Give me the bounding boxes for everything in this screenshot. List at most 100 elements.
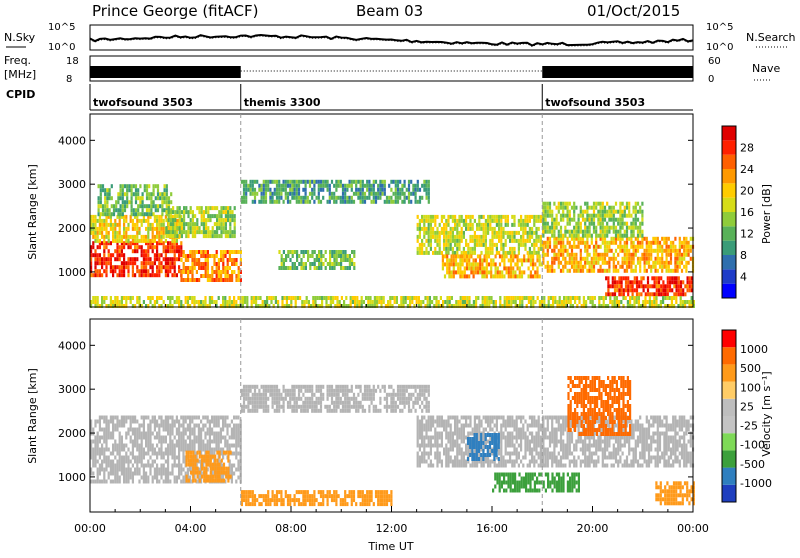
data-cell — [333, 250, 335, 254]
data-cell — [276, 405, 278, 409]
data-cell — [640, 276, 642, 280]
data-cell — [510, 258, 512, 262]
data-cell — [176, 464, 178, 468]
data-cell — [366, 397, 368, 401]
data-cell — [238, 250, 240, 254]
data-cell — [419, 405, 421, 409]
data-cell — [122, 192, 124, 196]
data-cell — [684, 284, 686, 288]
data-cell — [165, 234, 167, 238]
data-cell — [156, 241, 158, 245]
data-cell — [226, 432, 228, 436]
data-cell — [240, 456, 242, 460]
data-cell — [154, 245, 156, 249]
data-cell — [582, 214, 584, 218]
data-cell — [434, 251, 436, 255]
data-cell — [567, 202, 569, 206]
data-cell — [441, 219, 443, 223]
data-cell — [519, 296, 521, 300]
data-cell — [365, 296, 367, 300]
data-cell — [333, 196, 335, 200]
data-cell — [235, 262, 237, 266]
data-cell — [119, 265, 121, 269]
data-cell — [174, 448, 176, 452]
data-cell — [207, 444, 209, 448]
data-cell — [200, 250, 202, 254]
data-cell — [158, 448, 160, 452]
data-cell — [463, 235, 465, 239]
data-cell — [314, 296, 316, 300]
data-cell — [103, 261, 105, 265]
data-cell — [635, 226, 637, 230]
data-cell — [272, 180, 274, 184]
data-cell — [580, 226, 582, 230]
data-cell — [416, 296, 418, 300]
data-cell — [680, 288, 682, 292]
data-cell — [431, 300, 433, 304]
data-cell — [553, 261, 555, 265]
data-cell — [146, 188, 148, 192]
data-cell — [510, 262, 512, 266]
data-cell — [169, 269, 171, 273]
data-cell — [128, 188, 130, 192]
data-cell — [351, 250, 353, 254]
data-cell — [291, 192, 293, 196]
data-cell — [547, 202, 549, 206]
data-cell — [511, 247, 513, 251]
data-cell — [254, 200, 256, 204]
noise-left-tick-top: 10^5 — [48, 22, 75, 33]
data-cell — [192, 234, 194, 238]
data-cell — [604, 249, 606, 253]
data-cell — [600, 226, 602, 230]
data-cell — [412, 192, 414, 196]
data-cell — [200, 266, 202, 270]
data-cell — [163, 227, 165, 231]
data-cell — [167, 464, 169, 468]
data-cell — [447, 215, 449, 219]
data-cell — [178, 432, 180, 436]
data-cell — [488, 262, 490, 266]
data-cell — [123, 219, 125, 223]
data-cell — [300, 385, 302, 389]
data-cell — [222, 436, 224, 440]
data-cell — [459, 266, 461, 270]
data-cell — [157, 188, 159, 192]
data-cell — [250, 180, 252, 184]
data-cell — [562, 257, 564, 261]
data-cell — [329, 250, 331, 254]
data-cell — [571, 245, 573, 249]
data-cell — [658, 284, 660, 288]
data-cell — [172, 218, 174, 222]
data-cell — [586, 241, 588, 245]
data-cell — [135, 184, 137, 188]
freq-panel: Freq. [MHz] 18 8 60 0 Nave — [4, 54, 780, 85]
data-cell — [281, 254, 283, 258]
data-cell — [296, 385, 298, 389]
data-cell — [273, 296, 275, 300]
data-cell — [621, 292, 623, 296]
data-cell — [229, 230, 231, 234]
data-cell — [586, 269, 588, 273]
data-cell — [676, 280, 678, 284]
data-cell — [346, 385, 348, 389]
data-cell — [305, 188, 307, 192]
data-cell — [673, 276, 675, 280]
data-cell — [551, 222, 553, 226]
data-cell — [103, 440, 105, 444]
data-cell — [589, 253, 591, 257]
data-cell — [586, 234, 588, 238]
data-cell — [180, 424, 182, 428]
data-cell — [641, 218, 643, 222]
data-cell — [318, 397, 320, 401]
data-cell — [346, 401, 348, 405]
data-cell — [447, 247, 449, 251]
data-cell — [486, 270, 488, 274]
data-cell — [508, 300, 510, 304]
data-cell — [620, 300, 622, 304]
data-cell — [269, 389, 271, 393]
colorbar-swatch — [722, 126, 736, 140]
data-cell — [311, 401, 313, 405]
data-cell — [475, 266, 477, 270]
data-cell — [152, 432, 154, 436]
data-cell — [605, 276, 607, 280]
